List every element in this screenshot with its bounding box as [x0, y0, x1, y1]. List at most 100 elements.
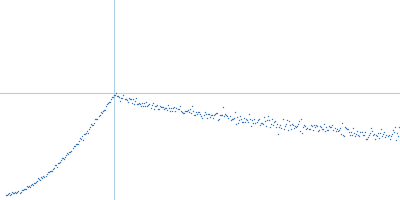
Point	[303, 128, 310, 131]
Point	[93, 117, 100, 120]
Point	[46, 170, 53, 173]
Point	[59, 157, 65, 160]
Point	[206, 112, 212, 116]
Point	[240, 120, 246, 123]
Point	[356, 134, 363, 138]
Point	[185, 108, 191, 112]
Point	[210, 117, 216, 120]
Point	[180, 111, 187, 115]
Point	[167, 110, 174, 113]
Point	[295, 122, 301, 126]
Point	[194, 112, 200, 115]
Point	[25, 185, 31, 189]
Point	[17, 190, 24, 194]
Point	[261, 115, 267, 119]
Point	[164, 108, 170, 111]
Point	[130, 97, 136, 100]
Point	[51, 166, 57, 170]
Point	[312, 125, 318, 129]
Point	[353, 132, 360, 135]
Point	[201, 111, 208, 114]
Point	[76, 140, 82, 143]
Point	[346, 130, 352, 133]
Point	[114, 94, 120, 98]
Point	[340, 133, 346, 136]
Point	[291, 126, 297, 129]
Point	[280, 127, 287, 131]
Point	[349, 133, 355, 136]
Point	[351, 131, 358, 134]
Point	[46, 170, 52, 173]
Point	[7, 193, 13, 196]
Point	[18, 189, 25, 192]
Point	[189, 105, 195, 108]
Point	[300, 126, 306, 129]
Point	[312, 124, 319, 127]
Point	[287, 124, 293, 127]
Point	[139, 102, 145, 105]
Point	[394, 131, 400, 134]
Point	[83, 132, 89, 135]
Point	[284, 119, 290, 122]
Point	[367, 131, 373, 134]
Point	[242, 120, 248, 123]
Point	[348, 130, 354, 133]
Point	[211, 113, 217, 116]
Point	[245, 120, 252, 124]
Point	[24, 184, 30, 188]
Point	[86, 128, 92, 131]
Point	[278, 127, 285, 130]
Point	[272, 120, 278, 123]
Point	[318, 125, 324, 128]
Point	[176, 105, 183, 108]
Point	[342, 125, 348, 128]
Point	[107, 101, 113, 104]
Point	[187, 107, 193, 110]
Point	[152, 104, 159, 107]
Point	[223, 113, 230, 116]
Point	[305, 127, 312, 131]
Point	[329, 124, 336, 127]
Point	[330, 128, 337, 132]
Point	[328, 125, 334, 128]
Point	[238, 117, 244, 121]
Point	[26, 184, 32, 188]
Point	[137, 102, 143, 106]
Point	[58, 158, 64, 162]
Point	[284, 128, 291, 131]
Point	[310, 129, 316, 132]
Point	[354, 129, 360, 133]
Point	[95, 114, 102, 117]
Point	[247, 117, 254, 120]
Point	[193, 110, 200, 114]
Point	[377, 131, 384, 134]
Point	[388, 134, 394, 137]
Point	[294, 124, 300, 127]
Point	[264, 118, 270, 121]
Point	[288, 127, 294, 130]
Point	[165, 103, 171, 106]
Point	[274, 122, 280, 126]
Point	[132, 99, 138, 102]
Point	[22, 188, 28, 191]
Point	[364, 135, 371, 138]
Point	[152, 104, 158, 107]
Point	[396, 126, 400, 129]
Point	[208, 113, 214, 116]
Point	[390, 130, 397, 134]
Point	[279, 118, 286, 121]
Point	[374, 134, 380, 137]
Point	[54, 165, 60, 168]
Point	[336, 129, 342, 132]
Point	[81, 133, 87, 136]
Point	[94, 117, 101, 120]
Point	[154, 107, 161, 111]
Point	[191, 113, 197, 116]
Point	[258, 122, 265, 125]
Point	[11, 192, 18, 195]
Point	[375, 132, 381, 135]
Point	[98, 111, 104, 114]
Point	[106, 100, 112, 104]
Point	[301, 123, 308, 126]
Point	[178, 110, 184, 113]
